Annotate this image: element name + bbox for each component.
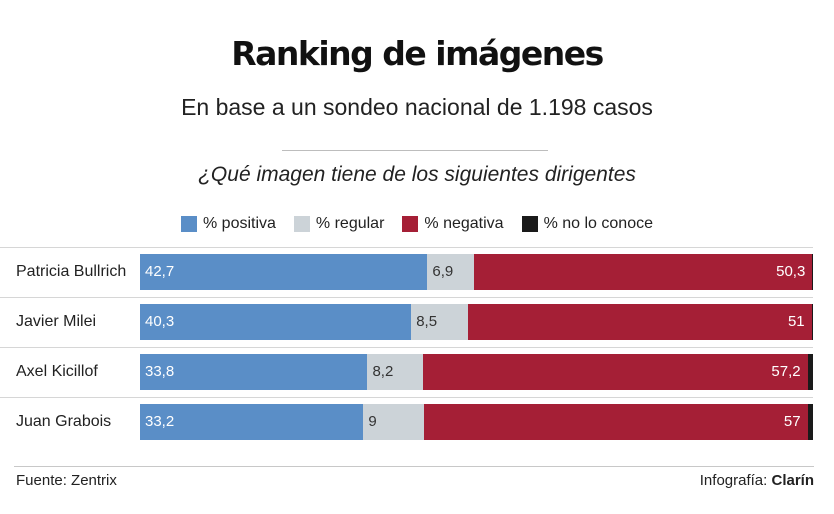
- legend-item-negativa: % negativa: [402, 215, 504, 233]
- legend-label-no-lo-conoce: % no lo conoce: [543, 215, 653, 232]
- chart-title: Ranking de imágenes: [231, 34, 604, 73]
- bar-regular-patricia-bullrich: [427, 254, 474, 290]
- data-label-regular-axel-kicillof: 8,2: [372, 363, 394, 380]
- data-label-regular-javier-milei: 8,5: [416, 313, 438, 330]
- data-label-regular-patricia-bullrich: 6,9: [432, 263, 454, 280]
- row-separator: [0, 347, 813, 348]
- bar-no-lo-conoce-juan-grabois: [807, 404, 813, 440]
- bar-no-lo-conoce-patricia-bullrich: [812, 254, 813, 290]
- data-label-positiva-juan-grabois: 33,2: [145, 413, 175, 430]
- bar-negativa-javier-milei: [468, 304, 812, 340]
- legend-swatch-no-lo-conoce: [521, 216, 538, 232]
- category-label-axel-kicillof: Axel Kicillof: [16, 363, 98, 380]
- credit-prefix: Infografía:: [699, 472, 772, 489]
- row-separator: [0, 397, 813, 398]
- data-label-positiva-patricia-bullrich: 42,7: [145, 263, 175, 280]
- data-label-negativa-javier-milei: 51: [787, 313, 805, 330]
- bar-no-lo-conoce-javier-milei: [811, 304, 813, 340]
- credit-brand: Clarín: [771, 472, 814, 489]
- bar-positiva-javier-milei: [140, 304, 412, 340]
- bar-no-lo-conoce-axel-kicillof: [807, 354, 813, 390]
- category-label-juan-grabois: Juan Grabois: [16, 413, 112, 430]
- data-label-negativa-juan-grabois: 57: [783, 413, 801, 430]
- legend-item-no-lo-conoce: % no lo conoce: [521, 215, 653, 233]
- data-label-positiva-axel-kicillof: 33,8: [145, 363, 175, 380]
- credit-note: Infografía: Clarín: [700, 472, 814, 489]
- divider: [282, 150, 548, 151]
- category-label-patricia-bullrich: Patricia Bullrich: [16, 263, 127, 280]
- bar-regular-javier-milei: [411, 304, 469, 340]
- legend-item-positiva: % positiva: [181, 215, 276, 233]
- row-separator: [0, 247, 813, 248]
- legend: % positiva % regular % negativa % no lo …: [0, 215, 834, 233]
- legend-label-positiva: % positiva: [203, 215, 276, 232]
- bar-positiva-axel-kicillof: [140, 354, 368, 390]
- bar-negativa-patricia-bullrich: [473, 254, 813, 290]
- legend-item-regular: % regular: [293, 215, 385, 233]
- data-label-negativa-patricia-bullrich: 50,3: [776, 263, 806, 280]
- footer-divider: [14, 466, 814, 467]
- legend-label-negativa: % negativa: [424, 215, 504, 232]
- bar-regular-juan-grabois: [363, 404, 424, 440]
- legend-label-regular: % regular: [315, 215, 385, 232]
- source-note: Fuente: Zentrix: [16, 472, 117, 489]
- data-label-positiva-javier-milei: 40,3: [145, 313, 175, 330]
- row-separator: [0, 297, 813, 298]
- legend-swatch-regular: [293, 216, 310, 232]
- bar-regular-axel-kicillof: [367, 354, 423, 390]
- legend-swatch-negativa: [402, 216, 419, 232]
- bar-negativa-axel-kicillof: [422, 354, 808, 390]
- survey-question: ¿Qué imagen tiene de los siguientes diri…: [198, 163, 636, 186]
- category-label-javier-milei: Javier Milei: [16, 313, 97, 330]
- chart-subtitle: En base a un sondeo nacional de 1.198 ca…: [181, 94, 653, 120]
- data-label-negativa-axel-kicillof: 57,2: [771, 363, 801, 380]
- legend-swatch-positiva: [181, 216, 197, 232]
- data-label-regular-juan-grabois: 9: [368, 413, 377, 430]
- bar-positiva-patricia-bullrich: [140, 254, 428, 290]
- bar-negativa-juan-grabois: [424, 404, 808, 440]
- bar-positiva-juan-grabois: [140, 404, 364, 440]
